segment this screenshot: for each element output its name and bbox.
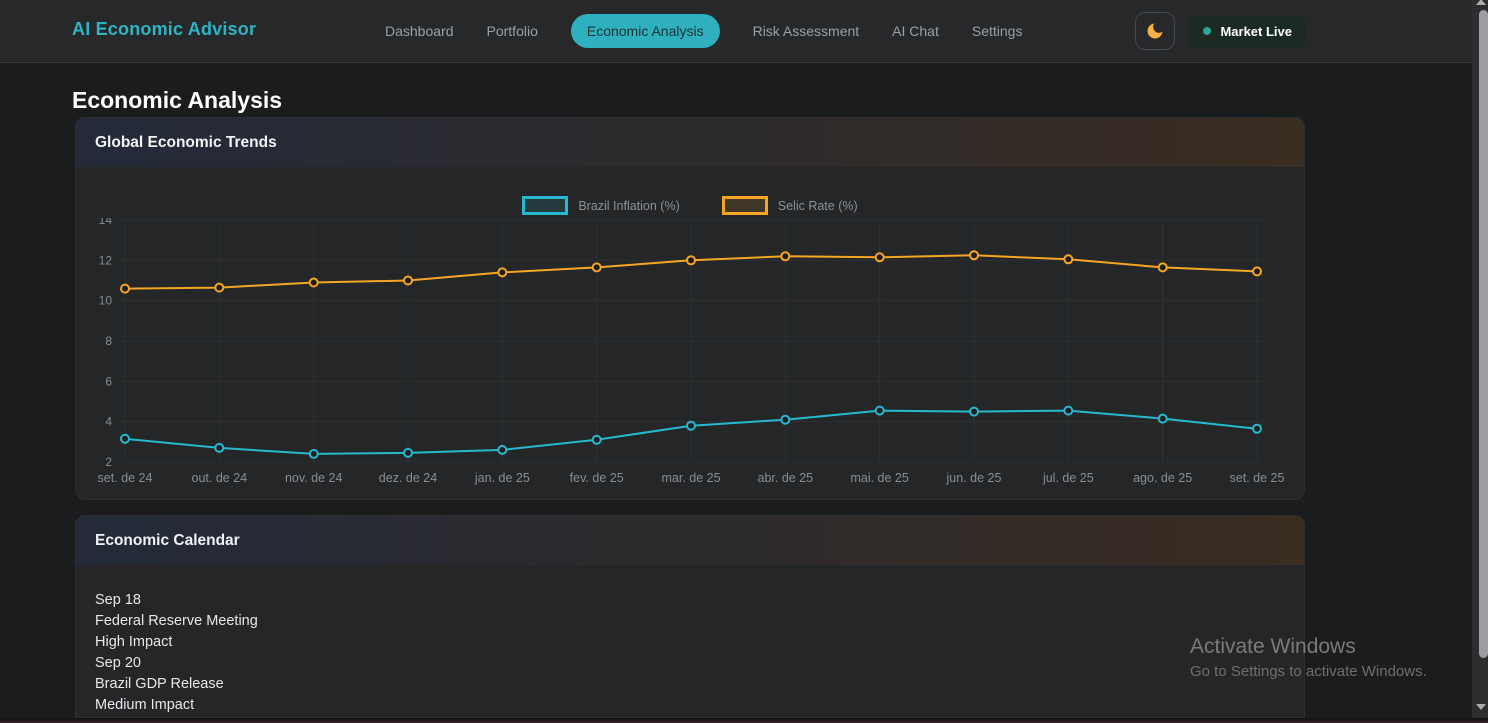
nav-item-ai-chat[interactable]: AI Chat [892,23,939,39]
data-point[interactable] [1252,266,1262,277]
moon-icon [1145,21,1165,41]
event-impact: High Impact [95,634,173,650]
theme-toggle-button[interactable] [1135,12,1176,50]
data-point[interactable] [497,444,508,455]
data-point[interactable] [686,255,696,266]
event-title: Brazil GDP Release [95,676,224,692]
calendar-events: Sep 18 Federal Reserve Meeting High Impact… [76,565,1304,716]
data-point[interactable] [1157,413,1168,424]
svg-text:mai. de 25: mai. de 25 [850,471,908,485]
data-point[interactable] [969,406,979,417]
data-point[interactable] [403,447,413,458]
data-point[interactable] [591,262,602,273]
scrollbar-thumb[interactable] [1479,10,1488,658]
svg-text:jun. de 25: jun. de 25 [946,471,1002,485]
svg-text:6: 6 [105,374,112,388]
legend-label: Selic Rate (%) [777,198,858,213]
data-point[interactable] [120,433,130,444]
data-point[interactable] [1063,405,1074,416]
svg-text:dez. de 24: dez. de 24 [379,471,437,485]
page-title: Economic Analysis [72,87,283,113]
nav-item-economic-analysis[interactable]: Economic Analysis [570,14,720,48]
svg-text:ago. de 25: ago. de 25 [1133,471,1192,485]
svg-text:out. de 24: out. de 24 [192,471,248,485]
svg-text:fev. de 25: fev. de 25 [570,471,624,485]
nav-item-portfolio[interactable]: Portfolio [486,23,538,39]
x-axis-labels: set. de 24 out. de 24 nov. de 24 dez. de 24… [98,471,1285,485]
scrollbar-down-arrow-icon[interactable] [1476,704,1486,710]
top-bar: AI Economic Advisor Dashboard Portfolio Ec… [0,0,1488,63]
svg-text:mar. de 25: mar. de 25 [661,471,720,485]
chart-legend: Brazil Inflation (%) Selic Rate (%) [76,196,1304,215]
data-point[interactable] [874,252,885,263]
svg-text:14: 14 [99,218,113,227]
data-point[interactable] [120,283,130,294]
event-title: Federal Reserve Meeting [95,613,258,629]
trends-card-title: Global Economic Trends [95,133,277,151]
app-logo[interactable]: AI Economic Advisor [72,19,257,39]
svg-text:abr. de 25: abr. de 25 [758,471,814,485]
legend-swatch-icon [721,196,768,215]
data-point[interactable] [403,275,413,286]
legend-label: Brazil Inflation (%) [578,198,680,213]
svg-text:12: 12 [99,253,113,267]
event-date: Sep 18 [95,592,141,608]
market-live-badge: Market Live [1189,15,1306,47]
svg-text:jul. de 25: jul. de 25 [1042,471,1094,485]
event-impact: Medium Impact [95,697,195,713]
data-point[interactable] [308,277,319,288]
svg-text:2: 2 [105,455,112,469]
trends-card-header: Global Economic Trends [76,118,1304,167]
series-selic-rate [120,250,1262,294]
legend-item-brazil-inflation[interactable]: Brazil Inflation (%) [522,196,680,215]
live-dot-icon [1203,27,1212,35]
data-point[interactable] [780,414,791,425]
event-date: Sep 20 [95,655,141,671]
scrollbar[interactable] [1472,0,1488,723]
series-brazil-inflation [120,405,1262,459]
svg-text:10: 10 [99,294,113,308]
data-point[interactable] [1063,254,1074,265]
main-nav: Dashboard Portfolio Economic Analysis Risk … [385,0,1022,62]
svg-text:jan. de 25: jan. de 25 [474,471,530,485]
calendar-card-header: Economic Calendar [76,516,1304,565]
calendar-card-title: Economic Calendar [95,531,240,549]
market-live-label: Market Live [1220,23,1292,39]
y-axis-labels: 2 4 6 8 10 12 14 [99,218,113,469]
data-point[interactable] [969,250,979,261]
data-point[interactable] [1157,262,1168,273]
svg-text:set. de 25: set. de 25 [1230,471,1285,485]
trends-chart[interactable]: 2 4 6 8 10 12 14 set. de 24 out. de 24 nov. de 24… [76,218,1304,498]
calendar-event: Sep 18 Federal Reserve Meeting High Impact [95,590,1304,653]
svg-text:4: 4 [105,415,112,429]
svg-text:nov. de 24: nov. de 24 [285,471,343,485]
data-point[interactable] [308,448,319,459]
header-right-group: Market Live [1135,0,1306,62]
data-point[interactable] [1252,423,1262,434]
svg-text:set. de 24: set. de 24 [98,471,153,485]
data-point[interactable] [497,267,508,278]
data-point[interactable] [874,405,885,416]
legend-item-selic-rate[interactable]: Selic Rate (%) [721,196,858,215]
data-point[interactable] [214,442,225,453]
data-point[interactable] [591,434,602,445]
svg-text:8: 8 [105,334,112,348]
nav-item-risk-assessment[interactable]: Risk Assessment [752,23,860,39]
data-point[interactable] [780,251,791,262]
calendar-card: Economic Calendar Sep 18 Federal Reserve … [75,515,1305,718]
calendar-event: Sep 20 Brazil GDP Release Medium Impact [95,653,1304,716]
legend-swatch-icon [522,196,569,215]
scrollbar-up-arrow-icon[interactable] [1476,0,1486,5]
nav-item-settings[interactable]: Settings [971,23,1023,39]
nav-item-dashboard[interactable]: Dashboard [385,23,454,39]
bottom-edge-strip [0,718,1488,723]
data-point[interactable] [686,420,696,431]
trends-card: Global Economic Trends Brazil Inflation … [75,117,1305,500]
data-point[interactable] [214,282,225,293]
